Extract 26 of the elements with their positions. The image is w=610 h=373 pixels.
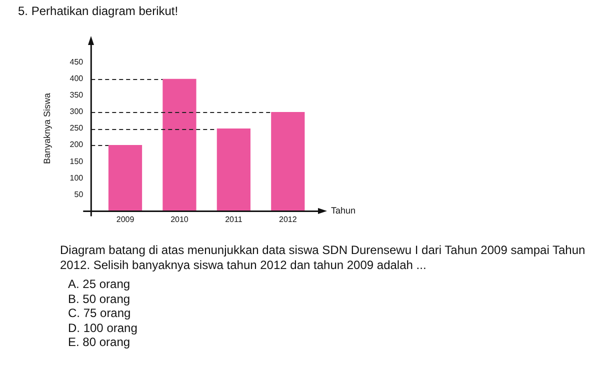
bar — [216, 128, 250, 212]
y-tick-label: 150 — [70, 156, 84, 166]
chart-title: 5. Perhatikan diagram berikut! — [18, 4, 178, 18]
x-axis-title: Tahun — [331, 206, 356, 216]
y-tick-label: 200 — [70, 140, 84, 150]
y-axis-title: Banyaknya Siswa — [42, 92, 52, 164]
text: B. 50 orang — [67, 292, 132, 306]
text: A. 25 orang — [67, 277, 132, 292]
bar — [162, 78, 196, 212]
y-tick-label: 50 — [74, 190, 84, 199]
y-tick-label: 250 — [70, 124, 84, 133]
bar — [108, 145, 142, 212]
y-tick-label: 100 — [70, 173, 84, 182]
y-tick-label: 300 — [70, 107, 84, 116]
y-tick-label: 350 — [70, 90, 84, 100]
x-tick-label: 2011 — [225, 215, 243, 224]
text: D. 100 orang — [67, 320, 138, 336]
x-tick-label: 2009 — [116, 215, 135, 224]
bar — [271, 112, 305, 212]
y-tick-label: 450 — [70, 58, 84, 67]
text: E. 80 orang — [67, 335, 132, 350]
x-tick-label: 2012 — [278, 215, 298, 224]
y-tick-label: 400 — [70, 74, 84, 84]
text: C. 75 orang — [67, 306, 132, 321]
x-tick-label: 2010 — [170, 215, 189, 224]
text: Diagram batang di atas menunjukkan data siswa SDN Durensewu I dari Tahun 2009 sampai Tahun 2012. Selisih banyaknya siswa tahun 2012 dan tahun 2009 adalah ... — [60, 243, 586, 273]
